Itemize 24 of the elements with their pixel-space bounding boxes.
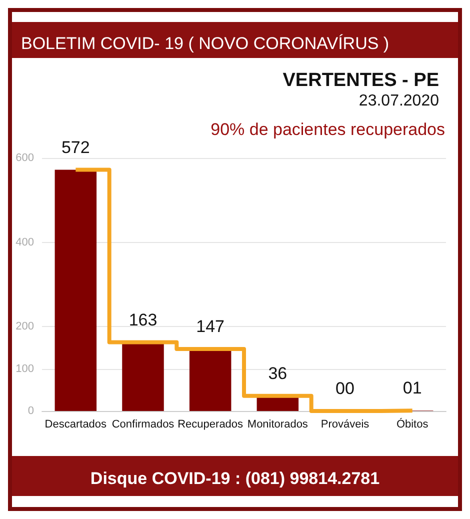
data-label: 01 <box>402 378 422 398</box>
chart-title: BOLETIM COVID- 19 ( NOVO CORONAVÍRUS ) <box>21 34 390 53</box>
y-tick-label: 400 <box>16 236 34 248</box>
data-label: 572 <box>61 138 90 157</box>
bar <box>189 349 232 411</box>
data-label: 36 <box>268 364 288 383</box>
data-label: 00 <box>336 379 354 398</box>
x-tick-label: Confirmados <box>112 418 175 430</box>
text: 90% de pacientes recuperados <box>210 120 446 139</box>
y-tick-label: 100 <box>16 362 34 375</box>
y-tick-label: 600 <box>16 152 34 164</box>
bar <box>122 342 164 411</box>
y-tick-label: 0 <box>28 405 34 417</box>
data-label: 147 <box>196 317 225 336</box>
x-tick-label: Prováveis <box>320 418 370 430</box>
x-tick-label: Descartados <box>44 418 108 430</box>
data-label: 163 <box>128 310 158 330</box>
x-tick-label: Recuperados <box>178 418 244 430</box>
x-tick-label: Óbitos <box>396 418 429 430</box>
x-tick-label: Monitorados <box>247 418 308 430</box>
text: Disque COVID-19 : (081) 99814.2781 <box>90 469 380 488</box>
bar <box>54 170 97 411</box>
y-tick-label: 200 <box>16 320 34 333</box>
chart-subtitle: VERTENTES - PE 23.07.2020 <box>282 70 440 110</box>
